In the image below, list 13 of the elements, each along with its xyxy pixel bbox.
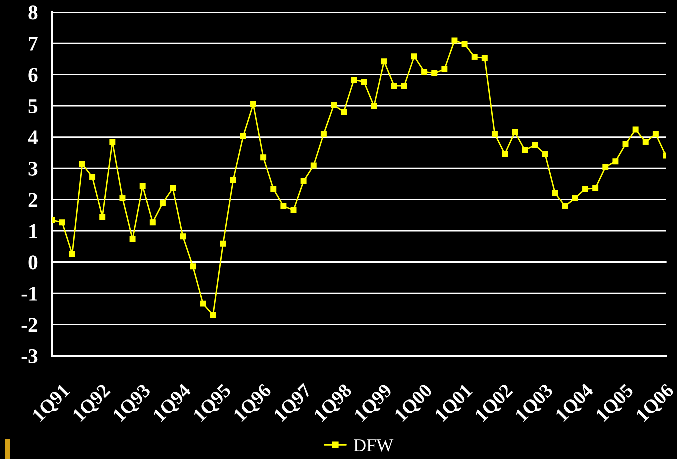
y-tick-label: 7: [29, 37, 38, 51]
legend-label: DFW: [354, 440, 394, 452]
y-tick-label: 5: [28, 100, 38, 114]
y-tick-label: -1: [22, 286, 38, 301]
y-tick-label: 4: [28, 130, 38, 145]
y-tick-label: 8: [28, 6, 38, 20]
y-tick-label: 3: [28, 162, 38, 176]
y-tick-label: -3: [22, 349, 38, 364]
y-tick-label: -2: [22, 318, 38, 332]
y-tick-label: 0: [28, 256, 38, 270]
y-tick-label: 1: [30, 224, 38, 238]
y-tick-label: 2: [28, 193, 38, 207]
y-tick-label: 6: [28, 68, 38, 82]
